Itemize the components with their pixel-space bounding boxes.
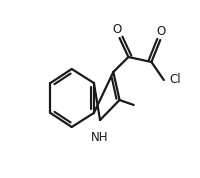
Text: Cl: Cl xyxy=(168,73,180,86)
Text: NH: NH xyxy=(90,131,107,144)
Text: O: O xyxy=(112,23,121,36)
Text: O: O xyxy=(156,25,165,38)
